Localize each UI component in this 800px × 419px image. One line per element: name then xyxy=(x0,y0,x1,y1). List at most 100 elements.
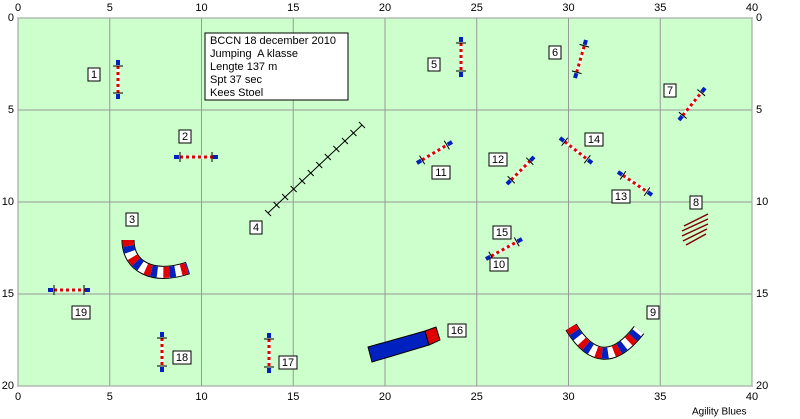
jump xyxy=(415,140,454,165)
jump xyxy=(456,37,466,77)
jump xyxy=(113,60,123,99)
x-tick-label: 15 xyxy=(287,391,299,403)
jump xyxy=(264,333,274,373)
label-box xyxy=(492,225,512,240)
jump-stand xyxy=(571,70,582,75)
y-tick-label: 10 xyxy=(756,196,768,208)
tunnel-stripe xyxy=(566,324,644,359)
weave-pole xyxy=(333,145,340,153)
jump-wing xyxy=(516,237,523,244)
tunnel-stripe xyxy=(566,324,644,359)
label-box xyxy=(71,305,91,320)
jump-stand xyxy=(619,170,627,180)
jump-stand xyxy=(419,155,426,165)
jump-stand xyxy=(507,175,516,184)
y-tick-label: 10 xyxy=(2,196,14,208)
weave-pole xyxy=(307,169,315,177)
label-box xyxy=(172,350,192,365)
weave-pole xyxy=(324,153,332,161)
obstacle-number: 6 xyxy=(552,47,558,59)
x-tick-label: 15 xyxy=(287,2,299,14)
info-box xyxy=(204,32,349,101)
jump-bar-stripe xyxy=(416,140,453,165)
jump-wing xyxy=(616,170,624,177)
info-line: Jumping A klasse xyxy=(210,48,298,60)
obstacle-number: 10 xyxy=(493,259,505,271)
y-tick-label: 20 xyxy=(2,380,14,392)
weave-pole xyxy=(298,177,306,185)
jump-stand xyxy=(579,43,590,48)
tunnel-stripe xyxy=(122,239,190,278)
obstacle-number: 2 xyxy=(182,131,188,143)
x-tick-label: 10 xyxy=(195,391,207,403)
jump-stand xyxy=(643,187,651,197)
obstacle-number: 17 xyxy=(282,357,294,369)
obstacle-number: 16 xyxy=(451,325,463,337)
weave-poles xyxy=(264,121,366,217)
jump xyxy=(571,39,590,79)
weave-pole xyxy=(315,161,323,169)
obstacle-number: 1 xyxy=(91,69,97,81)
jump-wing xyxy=(646,190,654,197)
jump-wing xyxy=(415,158,423,165)
jump-wing xyxy=(446,140,454,147)
label-box xyxy=(431,165,451,180)
obstacle-number: 3 xyxy=(129,214,135,226)
x-tick-label: 0 xyxy=(15,391,21,403)
x-tick-label: 20 xyxy=(379,2,391,14)
jump-wing xyxy=(677,114,684,122)
x-tick-label: 5 xyxy=(107,2,113,14)
jump xyxy=(558,136,594,165)
x-tick-label: 20 xyxy=(379,391,391,403)
jump-wing xyxy=(586,158,594,165)
label-box xyxy=(689,195,703,210)
jump-wing xyxy=(582,39,588,46)
label-box xyxy=(646,305,660,320)
jump xyxy=(616,170,654,197)
jump-stand xyxy=(443,140,450,150)
weave-pole xyxy=(264,209,272,217)
y-tick-label: 0 xyxy=(756,12,762,24)
label-box xyxy=(178,129,192,144)
label-box xyxy=(427,57,441,72)
weave-pole xyxy=(281,193,289,201)
x-tick-label: 25 xyxy=(471,391,483,403)
obstacle-number: 19 xyxy=(75,307,87,319)
jump-bar-stripe xyxy=(485,237,523,261)
obstacle-number: 5 xyxy=(431,59,437,71)
jump-bar-stripe xyxy=(617,170,653,197)
weave-pole xyxy=(350,129,357,137)
info-line: Lengte 137 m xyxy=(210,61,277,73)
label-box xyxy=(125,212,139,227)
x-tick-label: 25 xyxy=(471,2,483,14)
obstacle-number: 7 xyxy=(667,85,673,97)
weave-pole xyxy=(290,185,297,193)
jump xyxy=(157,332,167,372)
info-line: Kees Stoel xyxy=(210,87,263,99)
jump-stand xyxy=(525,157,534,166)
jump-bar-stripe xyxy=(677,87,707,121)
label-box xyxy=(488,152,508,167)
label-box xyxy=(447,323,467,338)
label-box xyxy=(489,257,509,272)
obstacle-number: 11 xyxy=(435,167,446,179)
x-tick-label: 40 xyxy=(746,2,758,14)
label-box xyxy=(584,132,604,147)
y-tick-label: 5 xyxy=(8,104,14,116)
jump xyxy=(174,152,218,162)
jump-stand xyxy=(583,155,591,164)
label-box xyxy=(249,220,263,235)
x-tick-label: 30 xyxy=(562,391,574,403)
info-line: Spt 37 sec xyxy=(210,74,262,86)
jump-wing xyxy=(485,254,492,261)
jump xyxy=(485,237,523,261)
weave-pole xyxy=(273,201,280,209)
obstacle-number: 14 xyxy=(588,134,600,146)
jump-wing xyxy=(505,179,512,186)
jump-wing xyxy=(700,86,707,94)
x-tick-label: 40 xyxy=(746,391,758,403)
long-jump xyxy=(681,213,709,246)
